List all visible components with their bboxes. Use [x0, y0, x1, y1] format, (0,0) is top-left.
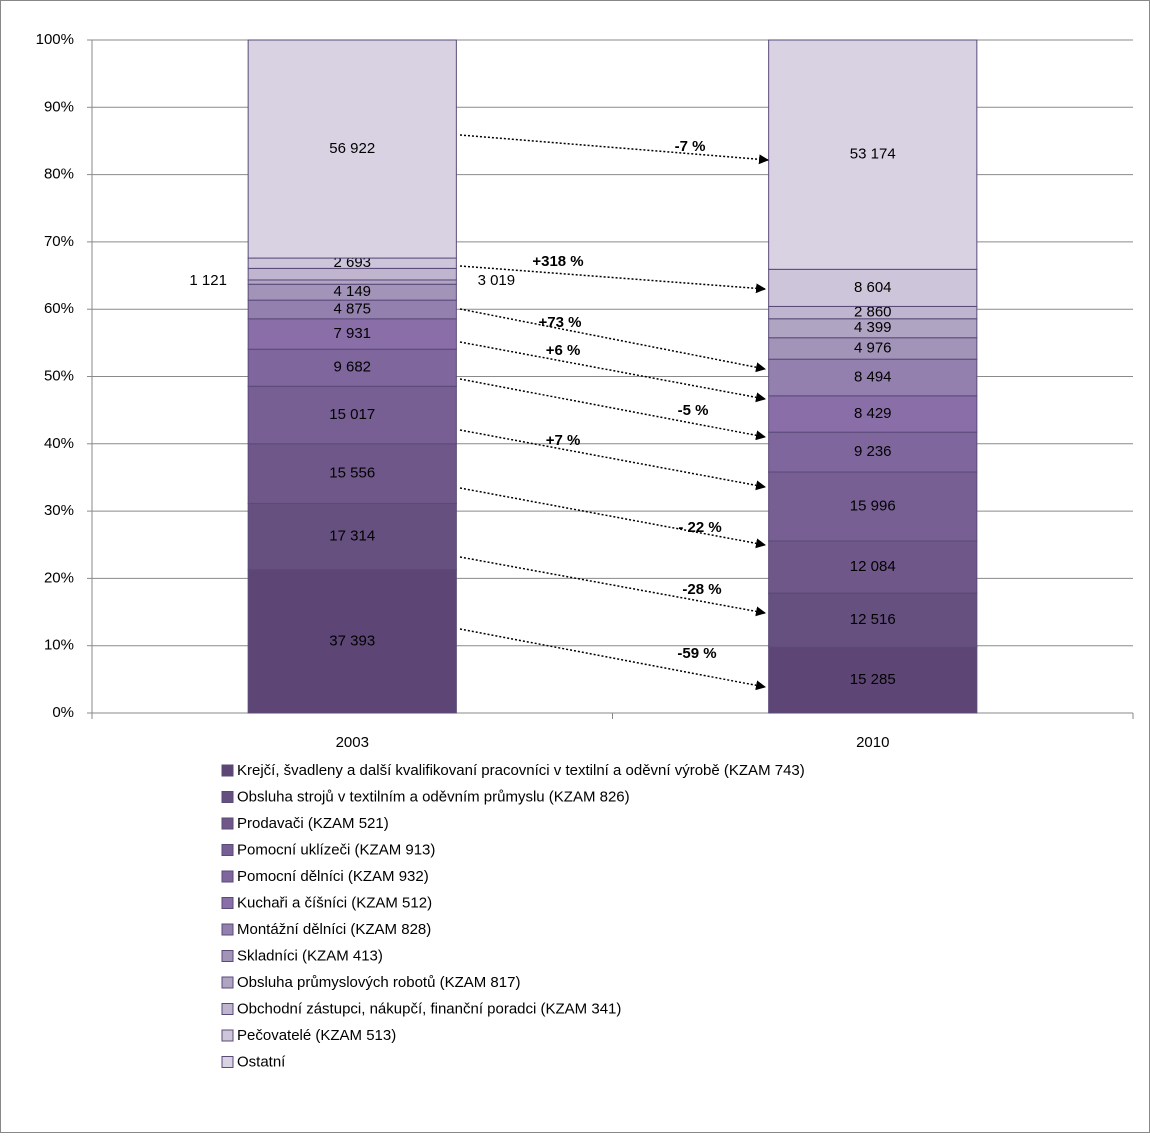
annotation: +318 % — [532, 253, 583, 270]
legend-swatch — [221, 764, 234, 777]
data-label: 37 393 — [329, 632, 375, 649]
bar-segment — [768, 395, 978, 433]
legend-swatch — [221, 1056, 234, 1068]
y-tick-label: 10% — [44, 637, 74, 654]
bar-segment — [768, 592, 978, 648]
legend-swatch — [221, 844, 234, 856]
legend-label: Obchodní zástupci, nákupčí, finanční por… — [237, 1000, 621, 1017]
bar-segment — [247, 348, 457, 387]
annotation: +7 % — [546, 432, 581, 449]
annotation: +6 % — [546, 342, 581, 359]
data-label: 17 314 — [329, 528, 375, 545]
data-label: 4 399 — [854, 319, 892, 336]
annotation: -28 % — [682, 581, 721, 598]
data-label: 4 149 — [333, 283, 371, 300]
annotation: -7 % — [675, 138, 706, 155]
y-tick-label: 100% — [36, 31, 74, 48]
y-tick-label: 60% — [44, 300, 74, 317]
data-label: 12 516 — [850, 611, 896, 628]
legend-label: Montážní dělníci (KZAM 828) — [237, 921, 431, 938]
bar-segment — [768, 646, 978, 714]
y-tick-label: 0% — [52, 704, 74, 721]
legend-swatch — [221, 950, 234, 962]
data-label: 12 084 — [850, 558, 896, 575]
y-tick-label: 30% — [44, 502, 74, 519]
data-label: 15 285 — [850, 671, 896, 688]
legend-label: Krejčí, švadleny a další kvalifikovaní p… — [237, 762, 805, 779]
bar-segment — [247, 39, 457, 259]
legend-label: Obsluha průmyslových robotů (KZAM 817) — [237, 974, 520, 991]
bar-segment — [247, 502, 457, 571]
bar-segment — [247, 569, 457, 714]
data-label: 4 875 — [333, 300, 371, 317]
annotation: - 22 % — [678, 519, 721, 536]
bar-segment — [768, 471, 978, 542]
legend-label: Prodavači (KZAM 521) — [237, 815, 389, 832]
legend-label: Ostatní — [237, 1053, 286, 1070]
annotation: -59 % — [677, 645, 716, 662]
data-label: 9 236 — [854, 443, 892, 460]
legend-swatch — [221, 791, 234, 803]
legend-label: Pečovatelé (KZAM 513) — [237, 1027, 396, 1044]
data-label: 56 922 — [329, 140, 375, 157]
x-tick-label: 2003 — [336, 734, 369, 751]
arrow — [459, 134, 769, 165]
data-label: 15 556 — [329, 465, 375, 482]
bar-segment — [247, 318, 457, 350]
data-label: 8 494 — [854, 368, 892, 385]
annotation: +73 % — [539, 314, 582, 331]
legend-swatch — [221, 976, 234, 989]
y-tick-label: 70% — [44, 233, 74, 250]
bar-segment — [247, 443, 457, 504]
legend-swatch — [221, 870, 234, 883]
y-tick-label: 20% — [44, 569, 74, 586]
legend-swatch — [221, 923, 234, 936]
legend-label: Obsluha strojů v textilním a oděvním prů… — [237, 788, 630, 805]
legend-label: Skladníci (KZAM 413) — [237, 947, 383, 964]
legend-swatch — [221, 1003, 234, 1015]
bar-segment — [768, 540, 978, 594]
annotation: -5 % — [678, 402, 709, 419]
bar-segment — [247, 279, 457, 285]
x-tick-label: 2010 — [856, 734, 889, 751]
legend-swatch — [221, 1029, 234, 1042]
bar-segment — [247, 385, 457, 445]
data-label: 3 019 — [478, 272, 516, 289]
data-label: 15 996 — [850, 497, 896, 514]
bar-segment — [768, 358, 978, 397]
y-tick-label: 50% — [44, 367, 74, 384]
y-tick-label: 40% — [44, 435, 74, 452]
data-label: 8 429 — [854, 405, 892, 422]
legend-swatch — [221, 897, 234, 909]
y-tick-label: 80% — [44, 166, 74, 183]
legend-swatch — [221, 817, 234, 830]
data-label: 8 604 — [854, 279, 892, 296]
bar-segment — [768, 268, 978, 307]
data-label: 15 017 — [329, 406, 375, 423]
data-label: 53 174 — [850, 146, 896, 163]
y-tick-label: 90% — [44, 98, 74, 115]
data-label: 2 860 — [854, 304, 892, 321]
bar-segment — [768, 431, 978, 473]
data-label: 1 121 — [189, 272, 227, 289]
bar-segment — [768, 39, 978, 270]
arrow — [459, 265, 766, 294]
legend-label: Pomocní dělníci (KZAM 932) — [237, 868, 429, 885]
data-label: 7 931 — [333, 325, 371, 342]
legend-label: Pomocní uklízeči (KZAM 913) — [237, 841, 435, 858]
data-label: 4 976 — [854, 339, 892, 356]
data-label: 9 682 — [333, 359, 371, 376]
legend-label: Kuchaři a číšníci (KZAM 512) — [237, 894, 432, 911]
